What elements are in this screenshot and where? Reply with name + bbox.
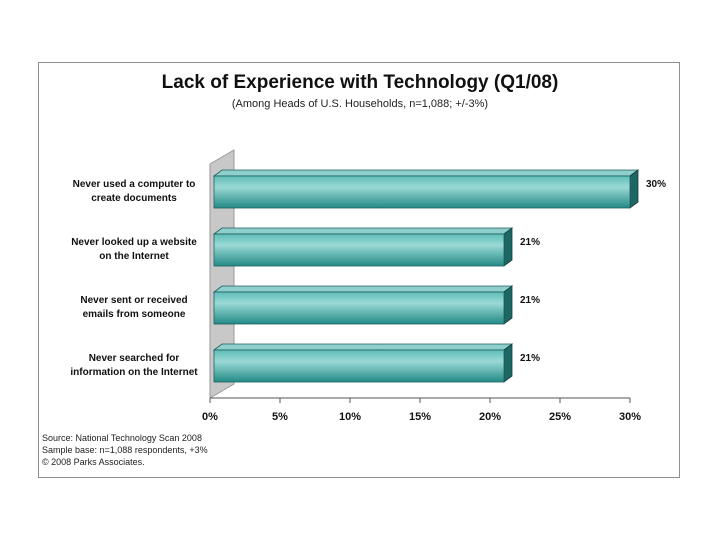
bar-front-face bbox=[213, 349, 505, 383]
x-tick-label: 5% bbox=[272, 411, 288, 423]
bar-top-face bbox=[212, 343, 514, 351]
category-label: Never searched for information on the Int… bbox=[70, 353, 198, 378]
x-tick-label: 0% bbox=[202, 411, 218, 423]
bar-top-face bbox=[212, 169, 640, 177]
bar-side-face bbox=[503, 343, 513, 383]
bar bbox=[212, 343, 514, 383]
source-note: Source: National Technology Scan 2008 Sa… bbox=[42, 432, 208, 468]
x-tick-label: 15% bbox=[409, 411, 431, 423]
bar bbox=[212, 169, 640, 209]
bar-value-label: 21% bbox=[520, 353, 540, 364]
bar-value-label: 21% bbox=[520, 237, 540, 248]
bar bbox=[212, 227, 514, 267]
bar-value-label: 30% bbox=[646, 179, 666, 190]
bar-front-face bbox=[213, 291, 505, 325]
sample-base-line: Sample base: n=1,088 respondents, +3% bbox=[42, 445, 208, 455]
bar-top-face bbox=[212, 285, 514, 293]
bar-front-face bbox=[213, 175, 631, 209]
x-tick-label: 10% bbox=[339, 411, 361, 423]
bar-value-label: 21% bbox=[520, 295, 540, 306]
bar-side-face bbox=[503, 285, 513, 325]
chart-subtitle: (Among Heads of U.S. Households, n=1,088… bbox=[231, 98, 489, 110]
bar-top-face bbox=[212, 227, 514, 235]
chart-wall bbox=[209, 149, 235, 399]
x-tick-label: 25% bbox=[549, 411, 571, 423]
bar-front-face bbox=[213, 233, 505, 267]
category-label: Never looked up a website on the Internet bbox=[71, 237, 197, 262]
copyright-line: © 2008 Parks Associates. bbox=[42, 457, 145, 467]
chart-title: Lack of Experience with Technology (Q1/0… bbox=[161, 72, 559, 93]
x-tick-label: 20% bbox=[479, 411, 501, 423]
chart-frame bbox=[38, 62, 680, 478]
bar-side-face bbox=[629, 169, 639, 209]
category-label: Never sent or received emails from someon… bbox=[80, 295, 187, 320]
bar bbox=[212, 285, 514, 325]
category-label: Never used a computer to create documents bbox=[73, 179, 196, 204]
x-tick-label: 30% bbox=[619, 411, 641, 423]
bar-side-face bbox=[503, 227, 513, 267]
source-line: Source: National Technology Scan 2008 bbox=[42, 433, 202, 443]
